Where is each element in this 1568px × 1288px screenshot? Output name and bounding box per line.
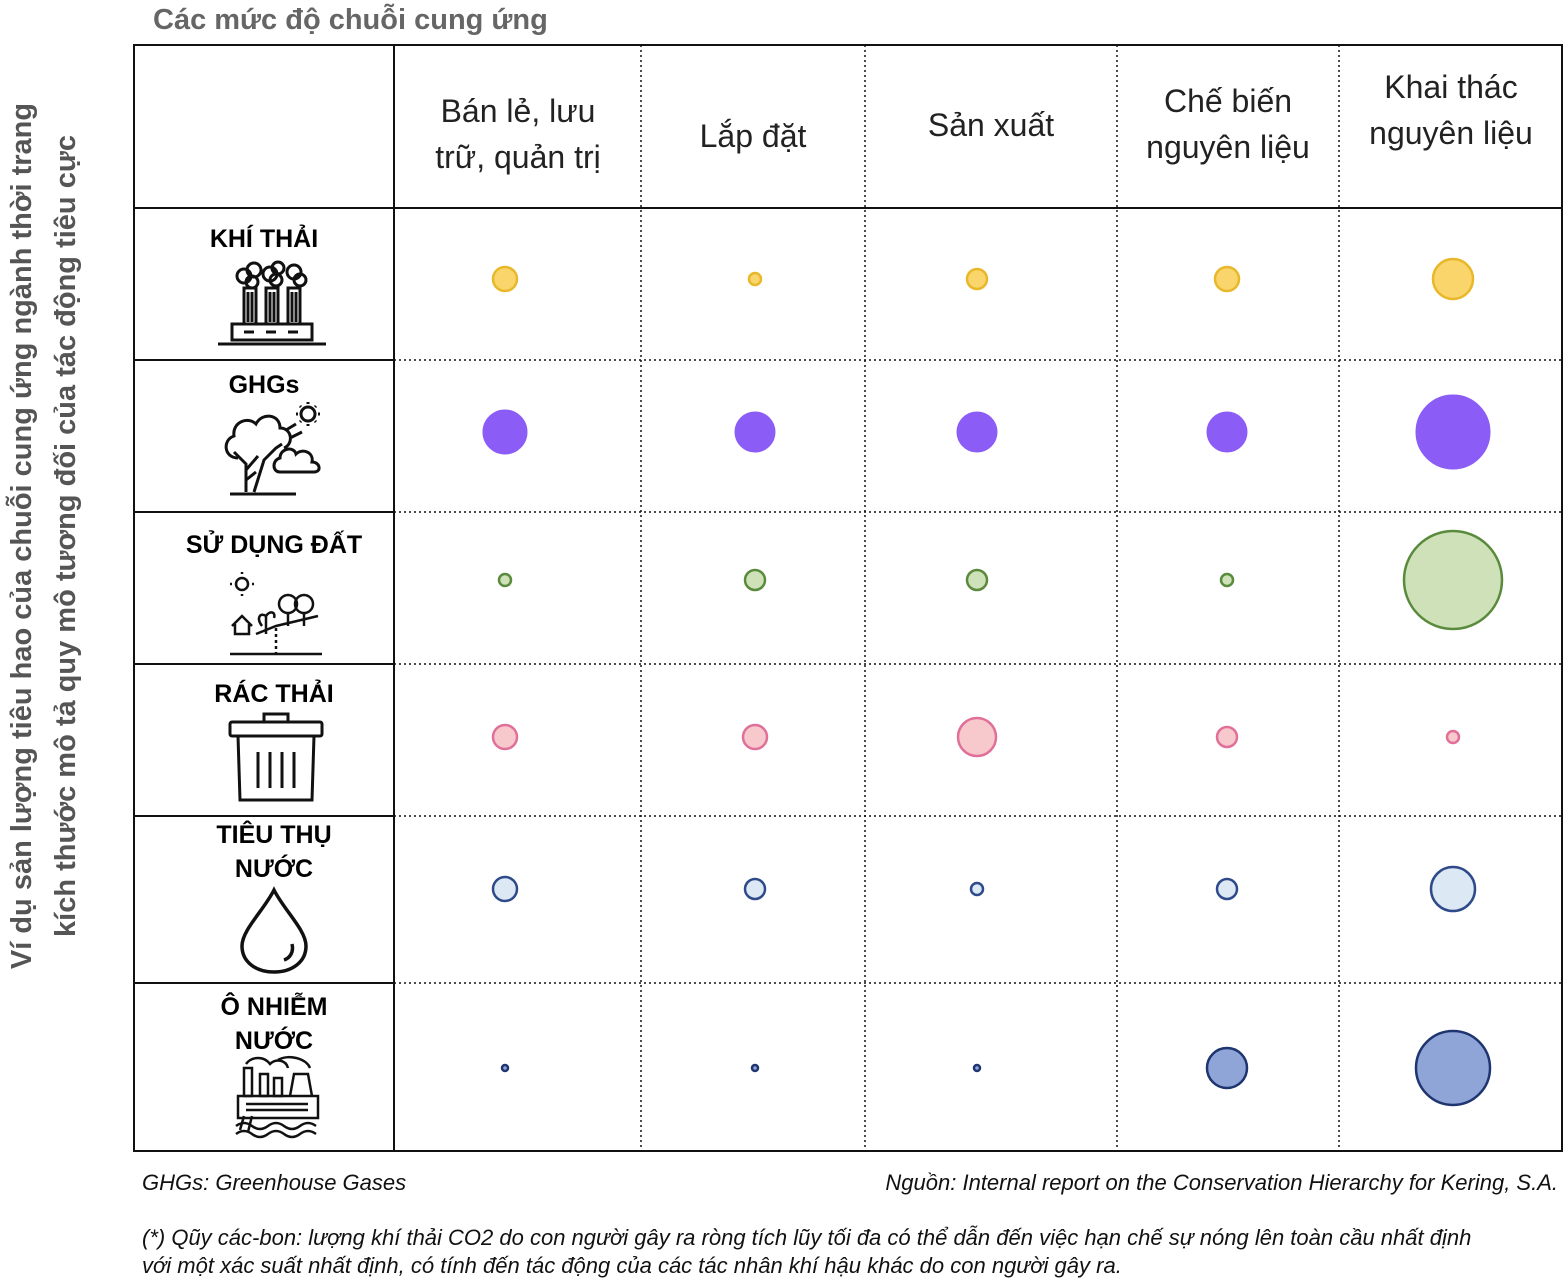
bubble-2-0	[497, 572, 513, 588]
row-label-line: TIÊU THỤ	[216, 821, 332, 849]
bubble-2-4	[1402, 529, 1504, 631]
bubble-3-3	[1215, 725, 1239, 749]
bubble-2-1	[743, 568, 767, 592]
row-label-line: RÁC THẢI	[214, 680, 334, 708]
row-label-line: GHGs	[228, 371, 300, 399]
column-header-line: Sản xuất	[927, 107, 1055, 143]
row-label-line: SỬ DỤNG ĐẤT	[185, 531, 363, 559]
column-header-line: Chế biến	[1163, 83, 1293, 119]
bubble-0-0	[491, 265, 519, 293]
column-header-assembly: Lắp đặt	[642, 113, 864, 159]
bubble-1-1	[734, 411, 776, 453]
bubble-4-1	[743, 877, 767, 901]
bubble-0-3	[1213, 265, 1241, 293]
bubble-2-2	[965, 568, 989, 592]
trash-can-icon	[228, 712, 324, 802]
grid-lines	[133, 44, 1563, 1152]
ghgs-footnote: GHGs: Greenhouse Gases	[142, 1170, 407, 1195]
row-label-line: NƯỚC	[234, 1027, 314, 1055]
bubble-1-0	[482, 409, 528, 455]
column-header-line: trữ, quản trị	[435, 139, 601, 175]
row-label-emissions: KHÍ THẢI	[136, 222, 392, 256]
row-label-water-use: TIÊU THỤ NƯỚC	[136, 818, 412, 886]
bubble-3-4	[1445, 729, 1461, 745]
bubble-5-4	[1414, 1029, 1492, 1107]
bubble-5-0	[500, 1063, 510, 1073]
bubble-0-4	[1431, 257, 1475, 301]
bubble-5-2	[972, 1063, 982, 1073]
carbon-budget-note-line: (*) Qũy các-bon: lượng khí thải CO2 do c…	[142, 1225, 1472, 1250]
column-header-line: Khai thác	[1384, 69, 1518, 105]
table-border	[133, 44, 1563, 1152]
bubble-0-2	[965, 267, 989, 291]
bubble-1-4	[1415, 394, 1491, 470]
bubble-3-2	[956, 716, 998, 758]
water-drop-icon	[240, 886, 308, 974]
bubble-5-1	[750, 1063, 760, 1073]
column-header-line: Lắp đặt	[699, 118, 807, 154]
source-footnote: Nguồn: Internal report on the Conservati…	[885, 1170, 1558, 1195]
bubble-3-1	[741, 723, 769, 751]
column-header-line: nguyên liệu	[1146, 129, 1310, 165]
water-pollution-icon	[235, 1056, 320, 1139]
column-header-retail: Bán lẻ, lưu trữ, quản trị	[396, 88, 640, 180]
bubble-4-2	[969, 881, 985, 897]
column-header-manufacturing: Sản xuất	[866, 102, 1116, 148]
column-header-extraction: Khai thác nguyên liệu	[1340, 64, 1562, 156]
row-label-line: KHÍ THẢI	[209, 225, 319, 253]
bubble-2-3	[1219, 572, 1235, 588]
bubble-1-3	[1206, 411, 1248, 453]
row-label-line: Ô NHIỄM	[220, 993, 328, 1021]
bubble-4-4	[1429, 865, 1477, 913]
chart-title: Các mức độ chuỗi cung ứng	[153, 4, 548, 36]
bubble-4-3	[1215, 877, 1239, 901]
row-label-waste: RÁC THẢI	[136, 677, 412, 711]
cloud-sun-icon	[224, 402, 321, 496]
bubble-1-2	[956, 411, 998, 453]
row-label-ghgs: GHGs	[136, 368, 392, 402]
bubble-5-3	[1205, 1046, 1249, 1090]
row-label-line: NƯỚC	[234, 855, 314, 883]
bubble-3-0	[491, 723, 519, 751]
factory-smoke-icon	[218, 260, 326, 346]
carbon-budget-note-line: với một xác suất nhất định, có tính đến …	[142, 1253, 1122, 1278]
row-label-water-pollution: Ô NHIỄM NƯỚC	[136, 990, 412, 1058]
bubbles	[482, 257, 1504, 1107]
bubble-0-1	[747, 271, 763, 287]
column-header-processing: Chế biến nguyên liệu	[1118, 78, 1338, 170]
column-header-line: nguyên liệu	[1369, 115, 1533, 151]
column-header-line: Bán lẻ, lưu	[440, 93, 596, 129]
bubble-4-0	[491, 875, 519, 903]
row-label-land-use: SỬ DỤNG ĐẤT	[136, 528, 412, 562]
carbon-budget-note: (*) Qũy các-bon: lượng khí thải CO2 do c…	[142, 1224, 1562, 1280]
land-house-tree-icon	[230, 572, 322, 656]
